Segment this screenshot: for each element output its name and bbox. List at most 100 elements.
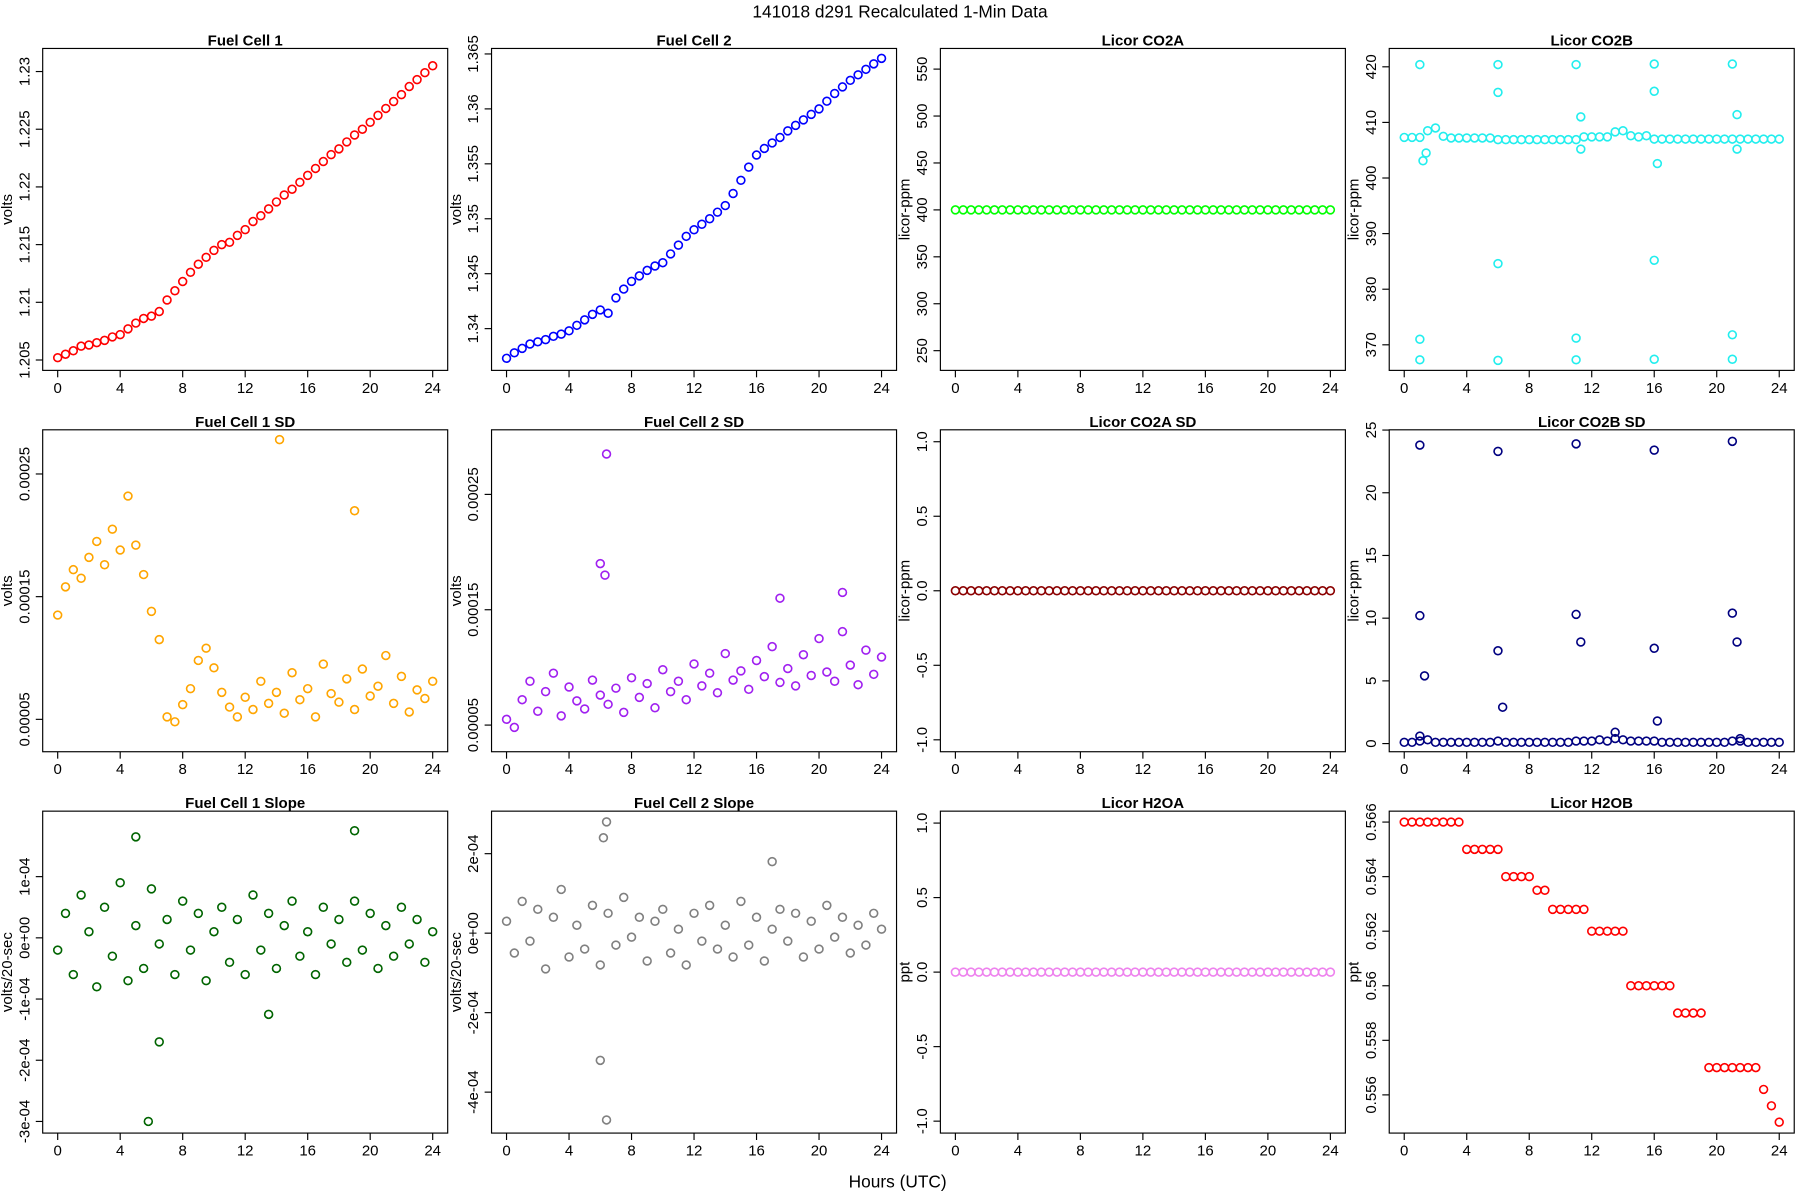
point (1610, 727, 1620, 738)
point (1493, 258, 1503, 269)
point (1419, 671, 1430, 681)
x-tick-label: 20 (1260, 380, 1277, 397)
point (572, 320, 582, 331)
x-tick-label: 12 (1583, 380, 1600, 397)
point (681, 231, 691, 242)
point (697, 219, 707, 229)
point (876, 53, 887, 64)
point (412, 74, 422, 85)
point (1727, 330, 1738, 340)
point (728, 675, 738, 685)
point (420, 957, 430, 968)
point (1571, 609, 1581, 620)
y-axis-label: licor-ppm (897, 179, 914, 241)
point (1571, 333, 1581, 343)
point (814, 944, 824, 954)
x-tick-label: 20 (1260, 1143, 1277, 1160)
point (412, 914, 422, 925)
y-tick-label: 0.00005 (16, 692, 33, 746)
point (540, 964, 551, 974)
point (517, 343, 527, 354)
point (829, 88, 840, 99)
point (1696, 1008, 1706, 1018)
point (1493, 446, 1503, 457)
point (525, 936, 535, 946)
point (138, 569, 149, 580)
point (92, 982, 102, 992)
point (783, 936, 793, 946)
point (388, 698, 399, 709)
point (248, 890, 258, 900)
point (611, 940, 621, 950)
point (876, 924, 887, 934)
x-tick-label: 16 (1197, 380, 1214, 397)
point (611, 293, 621, 303)
point (728, 188, 738, 199)
y-tick-label: -1.0 (914, 1108, 931, 1134)
panel-title: Licor CO2A SD (1089, 414, 1196, 431)
x-tick-label: 12 (1135, 380, 1152, 397)
point (650, 703, 660, 713)
x-tick-label: 24 (1771, 1143, 1788, 1160)
point (287, 896, 297, 906)
point (509, 722, 520, 733)
point (759, 956, 770, 966)
point (427, 926, 438, 937)
x-tick-label: 24 (1771, 761, 1788, 778)
y-tick-label: 350 (914, 244, 931, 269)
y-axis-label: volts (448, 194, 465, 225)
panel-title: Fuel Cell 1 SD (195, 414, 295, 431)
y-tick-label: 1.21 (16, 288, 33, 317)
point (751, 912, 762, 922)
y-tick-label: 1.215 (16, 226, 33, 264)
point (673, 924, 684, 934)
point (806, 670, 816, 681)
point (240, 692, 250, 702)
point (334, 144, 344, 154)
point (52, 352, 63, 363)
x-tick-label: 20 (362, 1143, 379, 1160)
point (650, 916, 660, 926)
point (658, 664, 668, 675)
y-tick-label: -1.0 (914, 727, 931, 753)
y-tick-label: 300 (914, 291, 931, 316)
point (193, 259, 204, 269)
point (420, 693, 430, 704)
point (720, 648, 731, 659)
point (412, 685, 422, 695)
point (1727, 436, 1738, 447)
x-tick-label: 16 (748, 761, 765, 778)
panel-title: Licor H2OB (1550, 795, 1633, 812)
y-tick-label: 0.00025 (465, 467, 482, 521)
point (388, 96, 399, 107)
x-axis-label: Hours (UTC) (849, 1171, 947, 1191)
x-tick-label: 20 (811, 1143, 828, 1160)
x-tick-label: 24 (1771, 380, 1788, 397)
x-tick-label: 0 (1400, 380, 1408, 397)
point (501, 916, 512, 926)
point (1415, 355, 1425, 365)
point (1758, 1084, 1769, 1095)
point (1766, 1101, 1777, 1111)
point (704, 214, 715, 224)
point (665, 948, 676, 958)
point (279, 920, 289, 931)
point (209, 663, 219, 673)
x-tick-label: 12 (237, 380, 254, 397)
point (1454, 817, 1464, 827)
point (1421, 148, 1431, 158)
y-tick-label: 550 (914, 57, 931, 82)
point (177, 699, 188, 710)
point (579, 315, 590, 325)
y-tick-label: 250 (914, 338, 931, 363)
point (540, 686, 551, 697)
y-tick-label: 0.564 (1363, 858, 1380, 896)
point (642, 265, 652, 276)
y-tick-label: 0.5 (914, 887, 931, 908)
x-tick-label: 4 (116, 761, 124, 778)
x-tick-label: 0 (502, 761, 510, 778)
point (564, 682, 574, 692)
point (240, 224, 250, 235)
point (1325, 967, 1336, 977)
